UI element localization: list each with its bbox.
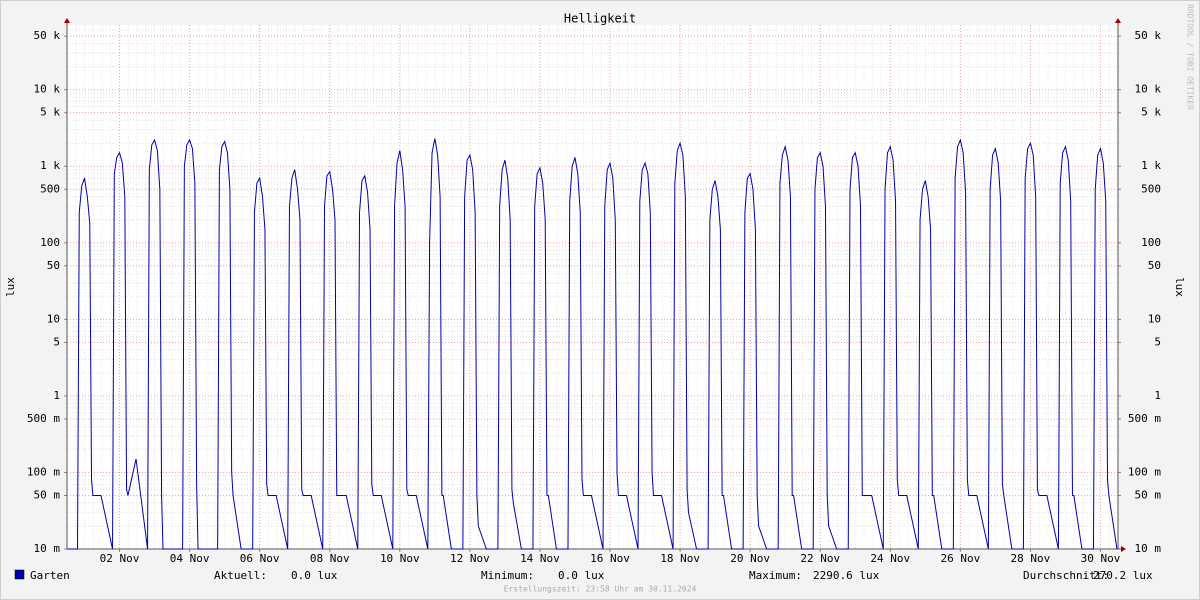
y2-tick-label: 10: [1148, 312, 1161, 325]
legend: Garten Aktuell: 0.0 lux Minimum: 0.0 lux Maxi…: [14, 569, 1153, 582]
x-tick-label: 30 Nov: [1081, 552, 1121, 565]
x-tick-label: 16 Nov: [590, 552, 630, 565]
y2-tick-label: 500 m: [1128, 412, 1161, 425]
watermark: RRDTOOL / TOBI OETIKER: [1186, 4, 1195, 110]
y-axis-label: lux: [4, 277, 17, 297]
y2-tick-label: 10 k: [1135, 83, 1162, 96]
y2-tick-label: 50: [1148, 259, 1161, 272]
x-tick-label: 10 Nov: [380, 552, 420, 565]
marks: [67, 138, 1118, 550]
axis-arrow: [1115, 18, 1121, 23]
axis-arrow: [1121, 546, 1126, 552]
y2-tick-label: 5 k: [1141, 106, 1161, 119]
y2-tick-label: 100: [1141, 236, 1161, 249]
series-line: [67, 138, 1118, 550]
y-tick-label: 10 k: [34, 83, 61, 96]
x-tick-label: 04 Nov: [170, 552, 210, 565]
x-tick-label: 24 Nov: [870, 552, 910, 565]
x-tick-label: 20 Nov: [730, 552, 770, 565]
x-tick-label: 18 Nov: [660, 552, 700, 565]
x-tick-label: 14 Nov: [520, 552, 560, 565]
stat-value: 270.2 lux: [1093, 569, 1153, 582]
x-tick-label: 08 Nov: [310, 552, 350, 565]
stat-label: Aktuell:: [214, 569, 267, 582]
axes: 10 m 10 m 50 m 50 m 100 m 100 m 500 m 500 m 1 1 5 5…: [27, 18, 1161, 565]
legend-label: Garten: [30, 569, 70, 582]
y-tick-label: 5: [53, 335, 60, 348]
axis-arrow: [64, 18, 70, 23]
x-tick-label: 06 Nov: [240, 552, 280, 565]
x-tick-label: 28 Nov: [1011, 552, 1051, 565]
y-tick-label: 100: [40, 236, 60, 249]
y2-axis-label: lux: [1173, 277, 1186, 297]
y2-tick-label: 100 m: [1128, 465, 1161, 478]
x-tick-label: 22 Nov: [800, 552, 840, 565]
y2-tick-label: 10 m: [1135, 542, 1162, 555]
y-tick-label: 500 m: [27, 412, 60, 425]
legend-swatch: [14, 569, 25, 580]
y-tick-label: 10: [47, 312, 60, 325]
y-tick-label: 50 k: [34, 29, 61, 42]
x-tick-label: 12 Nov: [450, 552, 490, 565]
grid: [66, 25, 1118, 550]
y2-tick-label: 50 k: [1135, 29, 1162, 42]
y2-tick-label: 500: [1141, 182, 1161, 195]
stat-label: Maximum:: [749, 569, 802, 582]
x-tick-label: 26 Nov: [940, 552, 980, 565]
chart-title: Helligkeit: [564, 12, 636, 26]
y-tick-label: 1 k: [40, 159, 60, 172]
stat-label: Durchschnitt:: [1023, 569, 1109, 582]
y-tick-label: 5 k: [40, 106, 60, 119]
stat-value: 0.0 lux: [558, 569, 605, 582]
x-tick-label: 02 Nov: [100, 552, 140, 565]
y-tick-label: 100 m: [27, 465, 60, 478]
footer: Erstellungszeit: 23:58 Uhr am 30.11.2024: [504, 585, 697, 594]
y2-tick-label: 50 m: [1135, 488, 1162, 501]
stat-label: Minimum:: [481, 569, 534, 582]
y2-tick-label: 5: [1154, 335, 1161, 348]
stat-value: 2290.6 lux: [813, 569, 880, 582]
y2-tick-label: 1: [1154, 389, 1161, 402]
y2-tick-label: 1 k: [1141, 159, 1161, 172]
stat-value: 0.0 lux: [291, 569, 338, 582]
y-tick-label: 50: [47, 259, 60, 272]
y-tick-label: 1: [53, 389, 60, 402]
y-tick-label: 50 m: [34, 488, 61, 501]
y-tick-label: 500: [40, 182, 60, 195]
y-tick-label: 10 m: [34, 542, 61, 555]
